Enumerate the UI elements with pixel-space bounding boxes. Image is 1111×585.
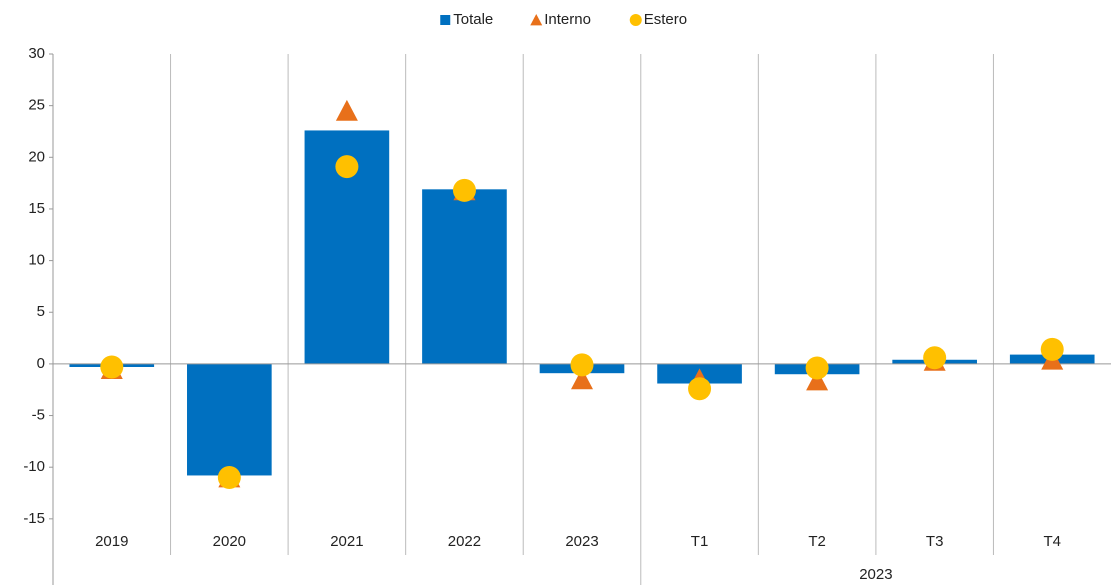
y-tick-label: -15 [23, 510, 45, 527]
x-tick-label: 2022 [448, 533, 481, 550]
circle-marker [688, 377, 712, 401]
triangle-marker [335, 99, 358, 121]
triangle-marker [806, 369, 829, 391]
triangle-marker [571, 368, 593, 390]
y-tick-label: 25 [28, 97, 45, 114]
circle-marker [217, 466, 241, 490]
x-tick-label: T1 [691, 533, 709, 550]
x-tick-label: 2021 [330, 533, 363, 550]
circle-marker [335, 155, 359, 179]
x-tick-label: T4 [1043, 533, 1061, 550]
legend-label: Estero [644, 11, 687, 28]
y-tick-label: -5 [32, 407, 45, 424]
circle-marker [805, 356, 829, 380]
bar [422, 189, 507, 364]
x-tick-label: 2020 [213, 533, 246, 550]
x-tick-label: T3 [926, 533, 944, 550]
legend-marker [530, 14, 543, 26]
legend-marker [629, 14, 642, 26]
y-tick-label: 20 [28, 148, 45, 165]
y-tick-label: 0 [37, 355, 45, 372]
legend-marker [440, 15, 451, 25]
group-label: 2023 [859, 566, 892, 583]
y-tick-label: 30 [28, 45, 45, 62]
circle-marker [923, 346, 947, 370]
circle-marker [1040, 337, 1064, 361]
circle-marker [570, 353, 594, 377]
y-tick-label: 5 [37, 303, 45, 320]
y-tick-label: 10 [28, 252, 45, 269]
x-tick-label: 2023 [565, 533, 598, 550]
x-tick-label: 2019 [95, 533, 128, 550]
y-tick-label: -10 [23, 458, 45, 475]
legend-label: Interno [544, 11, 591, 28]
x-tick-label: T2 [808, 533, 826, 550]
circle-marker [452, 178, 476, 202]
circle-marker [100, 355, 124, 379]
bar [187, 363, 272, 476]
legend-label: Totale [453, 11, 493, 28]
y-tick-label: 15 [28, 200, 45, 217]
